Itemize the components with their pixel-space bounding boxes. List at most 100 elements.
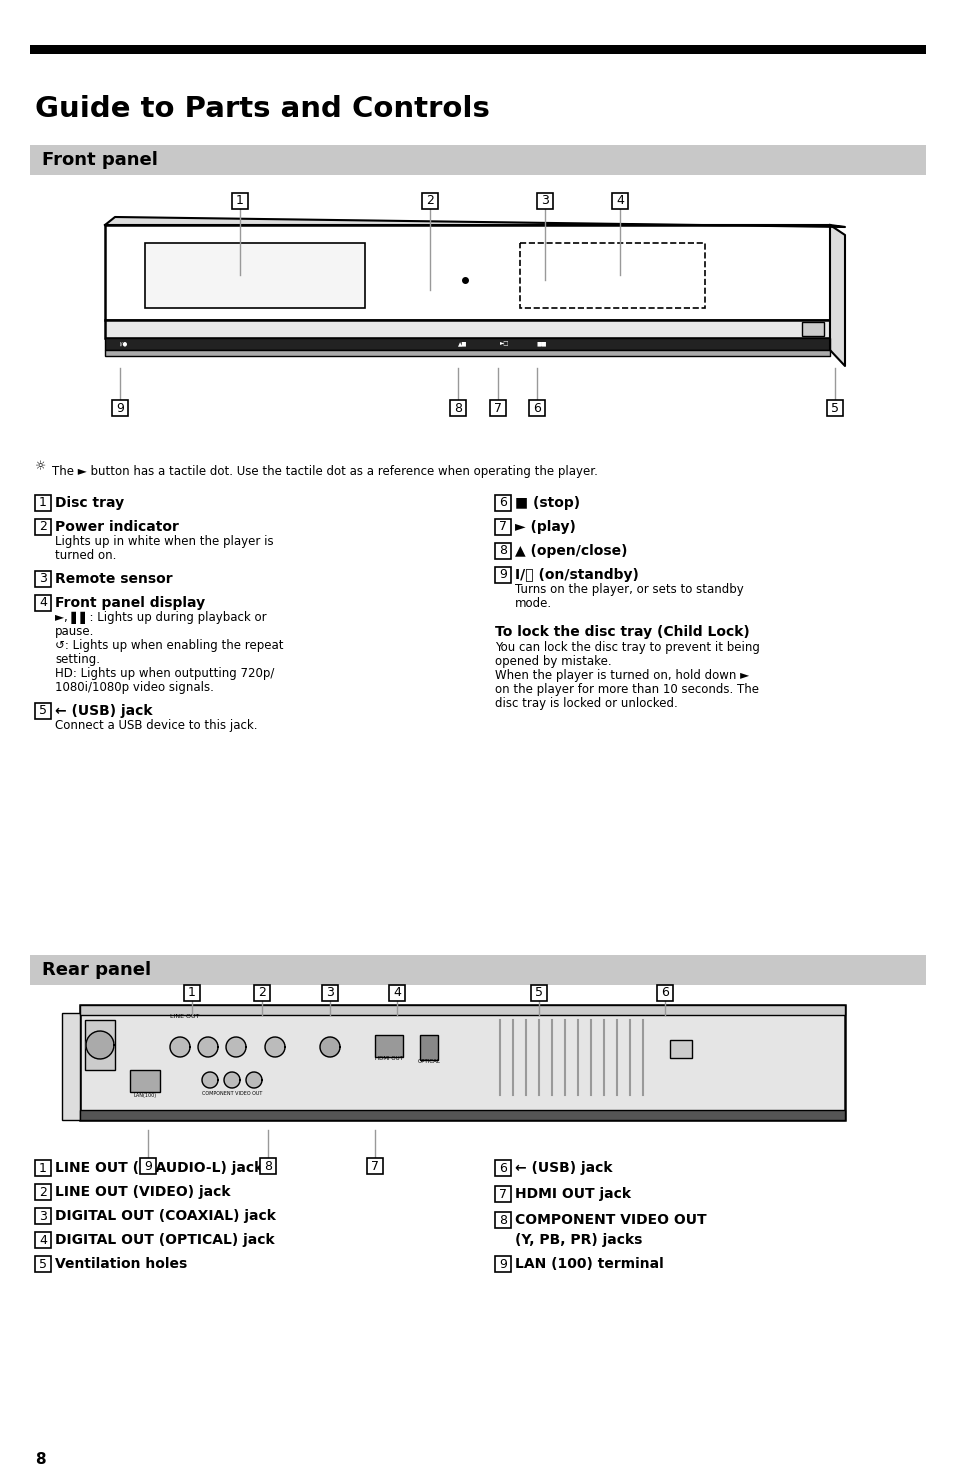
- Bar: [495, 567, 511, 583]
- Polygon shape: [202, 1072, 218, 1089]
- Bar: [519, 243, 704, 308]
- Polygon shape: [319, 1037, 339, 1057]
- Bar: [232, 193, 248, 209]
- Bar: [35, 571, 51, 587]
- Bar: [80, 1109, 844, 1120]
- Polygon shape: [224, 1072, 240, 1089]
- Text: 7: 7: [371, 1160, 378, 1173]
- Text: (Y, PB, PR) jacks: (Y, PB, PR) jacks: [515, 1232, 641, 1247]
- Bar: [35, 1160, 51, 1176]
- Text: COMPONENT VIDEO OUT: COMPONENT VIDEO OUT: [515, 1213, 706, 1226]
- Text: OPTICAL: OPTICAL: [417, 1059, 440, 1063]
- Bar: [322, 985, 337, 1001]
- Polygon shape: [265, 1037, 285, 1057]
- Bar: [35, 1256, 51, 1272]
- Text: 5: 5: [39, 704, 47, 718]
- Text: 3: 3: [326, 986, 334, 1000]
- Text: on the player for more than 10 seconds. The: on the player for more than 10 seconds. …: [495, 684, 759, 696]
- Text: COMPONENT VIDEO OUT: COMPONENT VIDEO OUT: [202, 1091, 262, 1096]
- Text: 2: 2: [426, 194, 434, 208]
- Text: HDMI OUT: HDMI OUT: [375, 1056, 402, 1060]
- Text: 9: 9: [498, 1258, 506, 1271]
- Text: You can lock the disc tray to prevent it being: You can lock the disc tray to prevent it…: [495, 641, 760, 654]
- Text: mode.: mode.: [515, 598, 552, 610]
- Text: To lock the disc tray (Child Lock): To lock the disc tray (Child Lock): [495, 624, 749, 639]
- Text: I/●: I/●: [120, 341, 128, 346]
- Text: setting.: setting.: [55, 653, 100, 666]
- Text: 8: 8: [498, 544, 506, 558]
- Text: 1: 1: [235, 194, 244, 208]
- Text: 1: 1: [188, 986, 195, 1000]
- Text: disc tray is locked or unlocked.: disc tray is locked or unlocked.: [495, 697, 677, 710]
- Text: 8: 8: [454, 402, 461, 415]
- Text: ► (play): ► (play): [515, 521, 576, 534]
- Text: Turns on the player, or sets to standby: Turns on the player, or sets to standby: [515, 583, 743, 596]
- Text: ▲■: ▲■: [457, 341, 467, 346]
- Text: ← (USB) jack: ← (USB) jack: [515, 1161, 612, 1175]
- Text: 7: 7: [498, 1188, 506, 1201]
- Bar: [62, 1013, 80, 1120]
- Text: 2: 2: [258, 986, 266, 1000]
- Bar: [450, 400, 465, 417]
- Bar: [612, 193, 627, 209]
- Bar: [389, 985, 405, 1001]
- Bar: [657, 985, 672, 1001]
- Bar: [80, 1005, 844, 1120]
- Text: ▲ (open/close): ▲ (open/close): [515, 544, 627, 558]
- Text: 1: 1: [39, 1161, 47, 1175]
- Bar: [85, 1020, 115, 1071]
- Bar: [35, 703, 51, 719]
- Bar: [495, 543, 511, 559]
- Bar: [105, 338, 829, 350]
- Bar: [367, 1158, 382, 1175]
- Bar: [130, 1071, 160, 1091]
- Text: 9: 9: [498, 568, 506, 581]
- Bar: [495, 1256, 511, 1272]
- Polygon shape: [226, 1037, 246, 1057]
- Bar: [35, 1183, 51, 1200]
- Bar: [537, 193, 553, 209]
- Bar: [35, 1209, 51, 1223]
- Text: The ► button has a tactile dot. Use the tactile dot as a reference when operatin: The ► button has a tactile dot. Use the …: [52, 466, 598, 478]
- Bar: [35, 595, 51, 611]
- Text: HD: Lights up when outputting 720p/: HD: Lights up when outputting 720p/: [55, 667, 274, 681]
- Text: DIGITAL OUT (OPTICAL) jack: DIGITAL OUT (OPTICAL) jack: [55, 1232, 274, 1247]
- Polygon shape: [198, 1037, 218, 1057]
- Bar: [140, 1158, 156, 1175]
- Bar: [105, 225, 829, 320]
- Text: 6: 6: [498, 497, 506, 510]
- Text: Disc tray: Disc tray: [55, 495, 124, 510]
- Text: turned on.: turned on.: [55, 549, 116, 562]
- Text: 3: 3: [540, 194, 548, 208]
- Bar: [826, 400, 842, 417]
- Text: Front panel display: Front panel display: [55, 596, 205, 610]
- Text: ■ (stop): ■ (stop): [515, 495, 579, 510]
- Bar: [495, 519, 511, 535]
- Text: Power indicator: Power indicator: [55, 521, 179, 534]
- Bar: [30, 145, 925, 175]
- Text: 4: 4: [39, 596, 47, 610]
- Text: LINE OUT (VIDEO) jack: LINE OUT (VIDEO) jack: [55, 1185, 231, 1198]
- Text: Lights up in white when the player is: Lights up in white when the player is: [55, 535, 274, 549]
- Bar: [105, 350, 829, 356]
- Text: Remote sensor: Remote sensor: [55, 572, 172, 586]
- Bar: [30, 955, 925, 985]
- Text: Rear panel: Rear panel: [42, 961, 151, 979]
- Bar: [145, 243, 365, 308]
- Polygon shape: [105, 217, 844, 227]
- Polygon shape: [246, 1072, 262, 1089]
- Text: 1: 1: [39, 497, 47, 510]
- Bar: [260, 1158, 275, 1175]
- Text: 2: 2: [39, 1185, 47, 1198]
- Bar: [421, 193, 437, 209]
- Text: Ventilation holes: Ventilation holes: [55, 1258, 187, 1271]
- Text: 8: 8: [35, 1452, 46, 1468]
- Bar: [35, 519, 51, 535]
- Text: ►□: ►□: [499, 341, 509, 346]
- Bar: [495, 1160, 511, 1176]
- Text: When the player is turned on, hold down ►: When the player is turned on, hold down …: [495, 669, 748, 682]
- Text: ►, ▌▌: Lights up during playback or: ►, ▌▌: Lights up during playback or: [55, 611, 266, 624]
- Bar: [375, 1035, 402, 1057]
- Text: 8: 8: [498, 1213, 506, 1226]
- Polygon shape: [170, 1037, 190, 1057]
